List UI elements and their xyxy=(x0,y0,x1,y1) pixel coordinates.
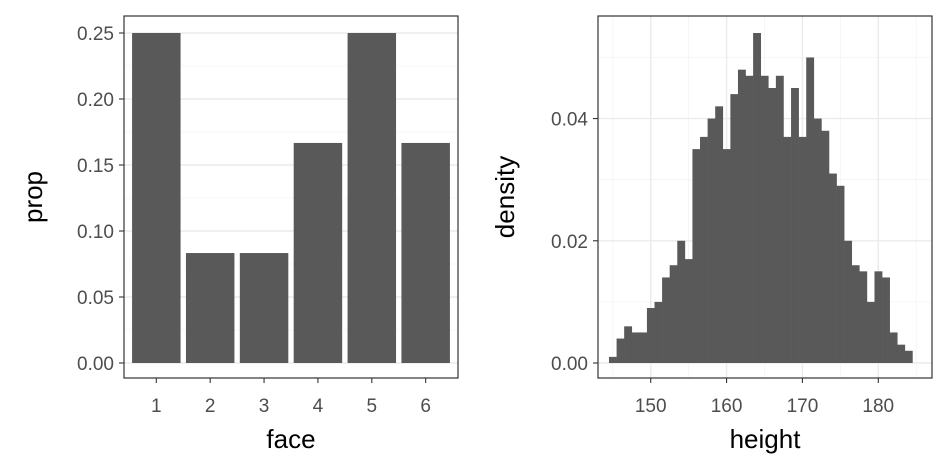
histogram-bar xyxy=(882,277,890,363)
histogram-bar xyxy=(692,149,701,363)
histogram-bar xyxy=(753,33,762,363)
x-tick-label: 5 xyxy=(367,396,378,417)
histogram-bar xyxy=(730,94,739,363)
x-tick-label: 3 xyxy=(259,396,270,417)
histogram-bar xyxy=(654,301,663,363)
y-tick-label: 0.25 xyxy=(77,24,114,45)
x-tick-label: 150 xyxy=(635,396,667,417)
right-chart-panel: 0.00 0.02 0.04 150 160 170 180 height density xyxy=(490,15,933,454)
histogram-bar xyxy=(897,344,906,363)
histogram-bar xyxy=(677,240,686,363)
histogram-bar xyxy=(821,130,830,363)
histogram-bar xyxy=(851,265,860,363)
x-tick-label: 180 xyxy=(862,396,894,417)
histogram-bar xyxy=(791,88,799,363)
x-tick-label: 170 xyxy=(787,396,819,417)
y-axis-title: prop xyxy=(18,171,48,223)
histogram-bar xyxy=(662,277,670,363)
histogram-bar xyxy=(783,136,792,363)
histogram-bar xyxy=(745,75,754,364)
y-tick-label: 0.05 xyxy=(77,288,114,309)
histogram-bar xyxy=(768,88,777,363)
x-axis-title: face xyxy=(266,424,315,454)
y-tick-label: 0.10 xyxy=(77,222,114,243)
x-tick-label: 4 xyxy=(313,396,324,417)
x-tick-label: 6 xyxy=(420,396,431,417)
histogram-bar xyxy=(760,75,769,364)
x-tick-label: 1 xyxy=(151,396,162,417)
x-tick-label: 160 xyxy=(711,396,743,417)
histogram-bar xyxy=(828,173,837,363)
histogram-bar xyxy=(737,69,746,364)
histogram-bar xyxy=(798,136,807,363)
x-axis-title: height xyxy=(730,424,802,454)
left-chart-panel: 0.00 0.05 0.10 0.15 0.20 0.25 1 2 3 4 5 6 face prop xyxy=(18,15,459,454)
histogram-bar xyxy=(669,265,678,363)
panel-border xyxy=(123,15,459,379)
bar-face-1 xyxy=(132,33,181,363)
bar-face-5 xyxy=(347,33,397,363)
x-tick-label: 2 xyxy=(205,396,216,417)
histogram-bar xyxy=(707,118,716,363)
y-tick-label: 0.20 xyxy=(77,90,114,111)
bar-face-3 xyxy=(239,253,289,363)
y-tick-label: 0.02 xyxy=(551,232,588,253)
bar-face-4 xyxy=(293,142,343,363)
y-tick-label: 0.00 xyxy=(77,354,114,375)
histogram-bar xyxy=(844,240,853,363)
histogram-bar xyxy=(609,356,617,363)
histogram-bar xyxy=(684,259,693,363)
histogram-bar xyxy=(859,271,868,363)
panel-border xyxy=(597,15,933,379)
histogram-bar xyxy=(631,332,640,363)
histogram-bar xyxy=(866,301,875,363)
histogram-bar xyxy=(715,106,724,363)
histogram-bar xyxy=(904,350,913,363)
histogram-bar xyxy=(700,136,708,363)
y-tick-label: 0.15 xyxy=(77,156,114,177)
y-tick-label: 0.00 xyxy=(551,354,588,375)
bar-face-6 xyxy=(401,142,450,363)
histogram-bar xyxy=(813,118,822,363)
histogram-bar xyxy=(616,338,625,363)
histogram-bar xyxy=(775,75,784,364)
histogram-bar xyxy=(639,332,648,363)
histogram-bar xyxy=(874,271,883,363)
histogram-bar xyxy=(624,326,633,363)
y-tick-label: 0.04 xyxy=(551,110,588,131)
histogram-bar xyxy=(806,57,815,363)
histogram-bar xyxy=(646,308,655,363)
bar-face-2 xyxy=(185,253,235,363)
histogram-bar xyxy=(889,332,898,363)
histogram-bar xyxy=(836,185,845,363)
y-axis-title: density xyxy=(490,156,520,238)
histogram-bar xyxy=(722,149,731,363)
